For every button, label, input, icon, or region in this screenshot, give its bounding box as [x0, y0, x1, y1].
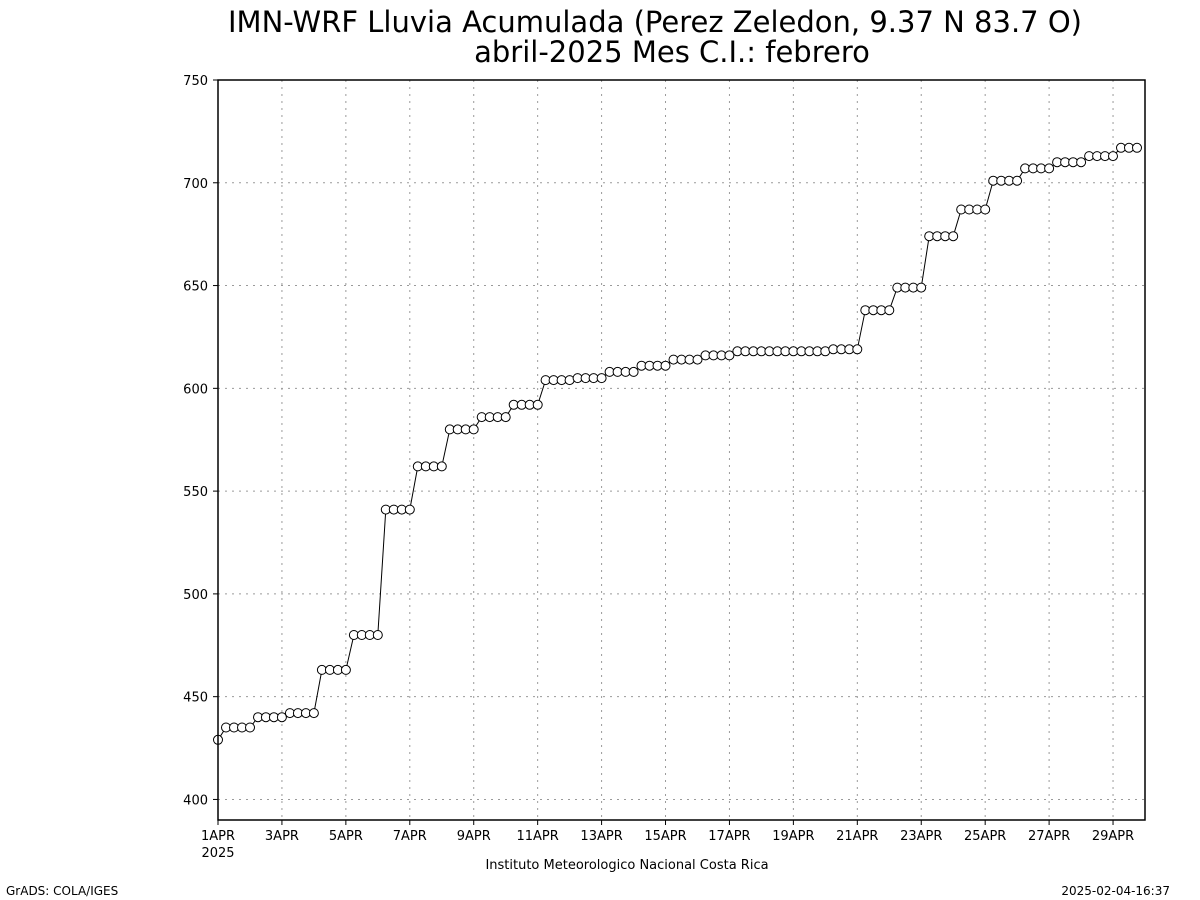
- data-point-marker: [884, 305, 895, 316]
- data-point-marker: [948, 231, 959, 242]
- data-point-marker: [276, 712, 287, 723]
- data-point-marker: [980, 204, 991, 215]
- x-tick-sublabel: 2025: [201, 846, 234, 861]
- data-point-marker: [372, 630, 383, 640]
- x-tick-label: 19APR: [772, 829, 814, 844]
- data-point-marker: [596, 373, 607, 384]
- data-point-marker: [245, 722, 255, 733]
- x-tick-label: 27APR: [1028, 829, 1070, 844]
- y-tick-label: 750: [183, 74, 208, 89]
- y-tick-label: 550: [183, 485, 208, 500]
- x-axis: 1APR 2025 3APR 5APR 7APR 9APR 11APR 13APR 15APR 1…: [201, 820, 1134, 861]
- data-point-marker: [468, 424, 479, 435]
- plot-frame: [217, 79, 1146, 821]
- x-tick-label: 13APR: [580, 829, 622, 844]
- data-point-marker: [724, 350, 735, 361]
- y-tick-label: 650: [183, 280, 208, 295]
- data-point-marker: [532, 399, 543, 410]
- grads-credit: GrADS: COLA/IGES: [6, 884, 118, 898]
- y-tick-label: 700: [183, 177, 208, 192]
- y-tick-label: 500: [183, 588, 208, 603]
- x-tick-label: 15APR: [644, 829, 686, 844]
- data-point-marker: [628, 366, 639, 377]
- x-tick-label: 23APR: [900, 829, 942, 844]
- y-tick-label: 450: [183, 691, 208, 706]
- data-point-marker: [1076, 157, 1087, 168]
- y-tick-label: 400: [183, 793, 208, 808]
- data-point-marker: [404, 504, 415, 515]
- data-point-marker: [1012, 175, 1023, 186]
- x-tick-label: 9APR: [457, 829, 491, 844]
- data-point-marker: [436, 461, 447, 472]
- y-tick-label: 600: [183, 382, 208, 397]
- x-tick-label: 1APR: [201, 829, 235, 844]
- data-point-marker: [692, 354, 703, 365]
- x-tick-label: 11APR: [516, 829, 558, 844]
- data-point-marker: [852, 344, 863, 355]
- x-tick-label: 29APR: [1092, 829, 1134, 844]
- data-point-marker: [1108, 151, 1118, 162]
- data-point-marker: [340, 664, 351, 675]
- data-point-marker: [1132, 142, 1142, 153]
- x-tick-label: 5APR: [329, 829, 363, 844]
- x-tick-label: 3APR: [265, 829, 299, 844]
- data-point-marker: [1044, 163, 1055, 174]
- data-point-marker: [500, 412, 511, 423]
- x-tick-label: 21APR: [836, 829, 878, 844]
- series-accumulated-rain: [213, 142, 1142, 745]
- generation-timestamp: 2025-02-04-16:37: [1061, 884, 1170, 898]
- chart-title: IMN-WRF Lluvia Acumulada (Perez Zeledon,…: [228, 5, 1082, 39]
- grid-lines: [217, 79, 1145, 820]
- x-tick-label: 7APR: [393, 829, 427, 844]
- y-axis: 400 450 500 550 600 650 700 750: [183, 74, 218, 808]
- data-point-marker: [916, 282, 927, 293]
- x-tick-label: 17APR: [708, 829, 750, 844]
- data-point-marker: [308, 708, 319, 719]
- x-tick-label: 25APR: [964, 829, 1006, 844]
- chart-subtitle: abril-2025 Mes C.I.: febrero: [474, 35, 870, 69]
- x-axis-label: Instituto Meteorologico Nacional Costa R…: [485, 858, 768, 873]
- data-point-marker: [660, 360, 671, 371]
- series-line: [217, 147, 1137, 741]
